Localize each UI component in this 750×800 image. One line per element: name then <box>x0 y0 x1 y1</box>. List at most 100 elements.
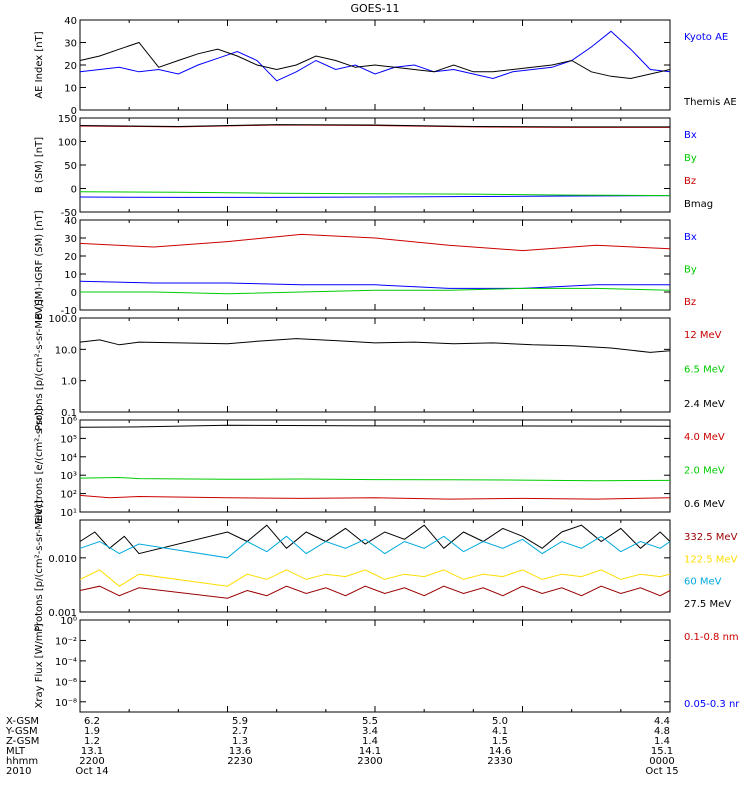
legend-entry: 2.4 MeV <box>684 399 725 410</box>
x-row-value: 1.5 <box>492 736 508 747</box>
y-axis-label: B (SM) [nT] <box>34 137 45 193</box>
x-row-value: 1.2 <box>84 736 100 747</box>
legend-entry: Bz <box>684 176 696 187</box>
x-row-value: 13.1 <box>81 746 103 757</box>
panel-frame <box>79 619 671 713</box>
x-row-value: 1.4 <box>362 736 378 747</box>
y-tick-label: 10⁻⁶ <box>55 677 77 688</box>
y-tick-label: 0.1 <box>61 408 77 419</box>
x-axis-table: X-GSM 6.2 5.9 5.5 5.0 4.4 Y-GSM 1.9 2.7 3.4 4.1 4.8… <box>5 716 679 777</box>
legend-entry: Bx <box>684 232 697 243</box>
panel-frame <box>79 519 671 613</box>
y-tick-label: 0 <box>71 106 77 117</box>
panel-3: -10 0 10 20 30 40 B (SM)-IGRF (SM) [nT] Bx By Bz <box>34 210 697 319</box>
y-tick-label: 10⁰ <box>60 616 77 627</box>
x-row-value: 2.7 <box>232 726 248 737</box>
y-tick-label: 10⁵ <box>60 434 77 445</box>
panels: 0 10 20 30 40 AE Index [nT] Kyoto AE Themis AE -… <box>34 16 740 713</box>
legend-entry: Kyoto AE <box>684 32 728 43</box>
y-tick-label: 10⁴ <box>60 453 77 464</box>
x-row-label: MLT <box>6 746 26 757</box>
series-bz <box>79 233 671 252</box>
series-4-0-mev <box>79 494 671 500</box>
y-tick-label: 10⁻⁴ <box>55 657 77 668</box>
y-axis-label: Electrons [e/(cm²-s-sr)] <box>34 408 45 524</box>
y-tick-label: 1.0 <box>61 377 77 388</box>
y-tick-label: 0 <box>71 288 77 299</box>
x-row-value: 14.1 <box>359 746 381 757</box>
x-row-value: 2330 <box>487 756 512 767</box>
y-tick-label: 40 <box>64 16 77 27</box>
y-tick-label: 40 <box>64 216 77 227</box>
panel-1: 0 10 20 30 40 AE Index [nT] Kyoto AE Themis AE <box>34 16 737 117</box>
y-tick-label: 100 <box>58 138 77 149</box>
legend-entry: 60 MeV <box>684 577 722 588</box>
series-by <box>80 287 671 295</box>
y-tick-label: 50 <box>64 161 77 172</box>
legend-entry: 0.6 MeV <box>684 499 725 510</box>
legend-entry: 4.0 MeV <box>684 432 725 443</box>
y-tick-label: 10⁶ <box>60 416 77 427</box>
series-2-4-mev <box>79 338 671 353</box>
y-tick-label: 0 <box>71 185 77 196</box>
x-row-value: 1.4 <box>654 736 670 747</box>
x-row-value: 14.6 <box>489 746 511 757</box>
x-row-label: hhmm <box>6 756 38 767</box>
x-row-value: 4.4 <box>654 716 670 727</box>
y-axis-label: AE Index [nT] <box>34 31 45 98</box>
y-tick-label: 10⁻² <box>55 636 77 647</box>
series-kyoto-ae <box>79 30 671 82</box>
series-2-0-mev <box>79 476 671 482</box>
legend-entry: 27.5 MeV <box>684 599 731 610</box>
legend-entry: 12 MeV <box>684 330 722 341</box>
series-60-mev <box>79 535 671 559</box>
y-tick-label: 10⁻⁸ <box>55 698 77 709</box>
panel-2: -50 0 50 100 150 B (SM) [nT] Bx By Bz Bmag <box>34 114 713 219</box>
panel-7: 10⁰ 10⁻² 10⁻⁴ 10⁻⁶ 10⁻⁸ Xray Flux [W/m²] 0.1-0… <box>34 616 740 713</box>
series-by <box>79 191 671 197</box>
y-axis-label: Protons [p/(cm²-s-sr-MeV)] <box>34 500 45 632</box>
x-row-value: 6.2 <box>84 716 100 727</box>
y-axis-label: Protons [p/(cm²-s-sr-MeV)] <box>34 299 45 431</box>
legend-entry: 0.05-0.3 nr <box>684 699 740 710</box>
x-row-value: 2230 <box>227 756 252 767</box>
y-tick-label: -50 <box>61 208 77 219</box>
x-row-value: 4.8 <box>654 726 670 737</box>
x-row-value: Oct 14 <box>75 766 108 777</box>
y-tick-label: -10 <box>61 306 77 317</box>
legend-entry: 2.0 MeV <box>684 466 725 477</box>
y-tick-label: 0.001 <box>48 608 77 619</box>
series-bx <box>79 280 670 289</box>
legend-entry: 6.5 MeV <box>684 365 725 376</box>
y-tick-label: 10.0 <box>55 345 77 356</box>
series-27-5-mev <box>79 585 671 599</box>
y-axis-label: Xray Flux [W/m²] <box>34 623 45 708</box>
legend-entry: 122.5 MeV <box>684 554 738 565</box>
x-row-value: 1.9 <box>84 726 100 737</box>
series-bmag <box>79 124 670 128</box>
legend-entry: By <box>684 265 697 276</box>
legend-entry: Bmag <box>684 199 713 210</box>
chart-title: GOES-11 <box>350 2 399 15</box>
y-tick-label: 10³ <box>60 471 77 482</box>
y-tick-label: 100.0 <box>48 314 77 325</box>
panel-frame <box>79 219 671 311</box>
x-row-value: 1.3 <box>232 736 248 747</box>
y-tick-label: 20 <box>64 252 77 263</box>
legend-entry: By <box>684 153 697 164</box>
legend-entry: Themis AE <box>683 97 737 108</box>
series-themis-ae <box>79 41 671 80</box>
y-tick-label: 10¹ <box>60 508 77 519</box>
panel-frame <box>79 317 671 413</box>
y-tick-label: 20 <box>64 61 77 72</box>
y-tick-label: 30 <box>64 39 77 50</box>
x-row-value: 13.6 <box>229 746 251 757</box>
legend-entry: Bx <box>684 130 697 141</box>
x-row-value: 4.1 <box>492 726 508 737</box>
series-bx <box>79 195 671 198</box>
x-row-label: Z-GSM <box>6 736 39 747</box>
x-row-value: 2300 <box>357 756 382 767</box>
